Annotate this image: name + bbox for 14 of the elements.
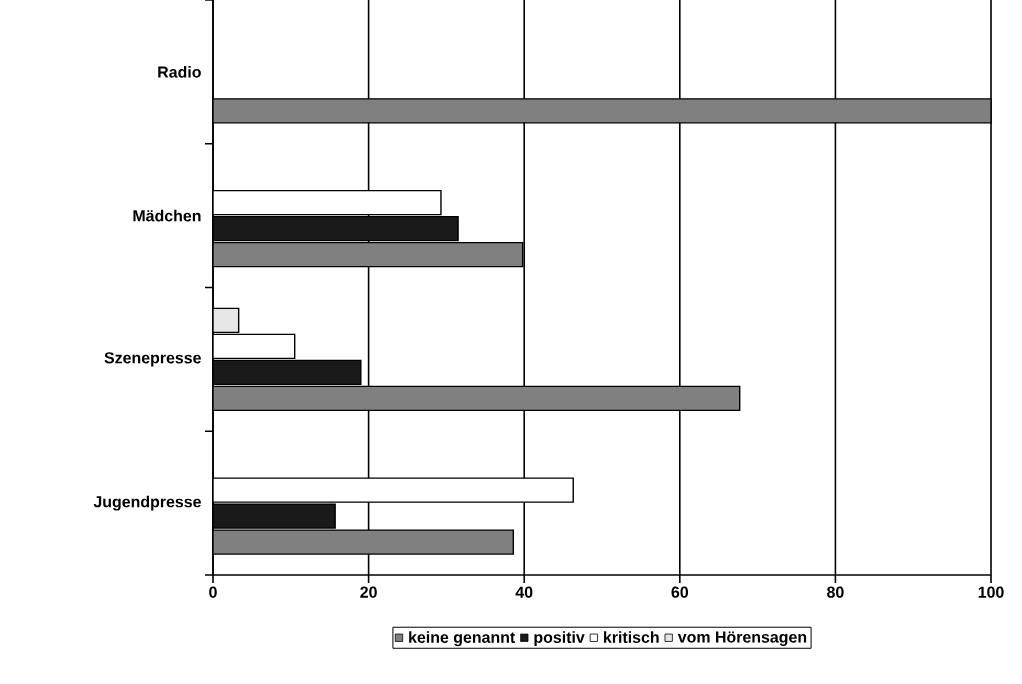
y-tick-label: Mädchen <box>133 209 201 222</box>
x-tick-label: 40 <box>515 586 533 598</box>
legend-label: kritisch <box>604 631 659 643</box>
x-tick-label: 80 <box>827 586 844 598</box>
x-tick-label: 60 <box>671 586 689 598</box>
y-tick-label: Szenepresse <box>104 352 201 367</box>
y-tick-label: Jugendpresse <box>93 495 201 511</box>
x-tick-label: 0 <box>209 586 217 598</box>
legend-label: keine genannt <box>409 631 516 647</box>
x-tick-label: 100 <box>978 586 1004 598</box>
y-tick-label: Radio <box>158 66 201 78</box>
legend-label: positiv <box>534 631 585 647</box>
legend-label: vom Hörensagen <box>677 631 807 646</box>
x-tick-label: 20 <box>360 586 377 598</box>
